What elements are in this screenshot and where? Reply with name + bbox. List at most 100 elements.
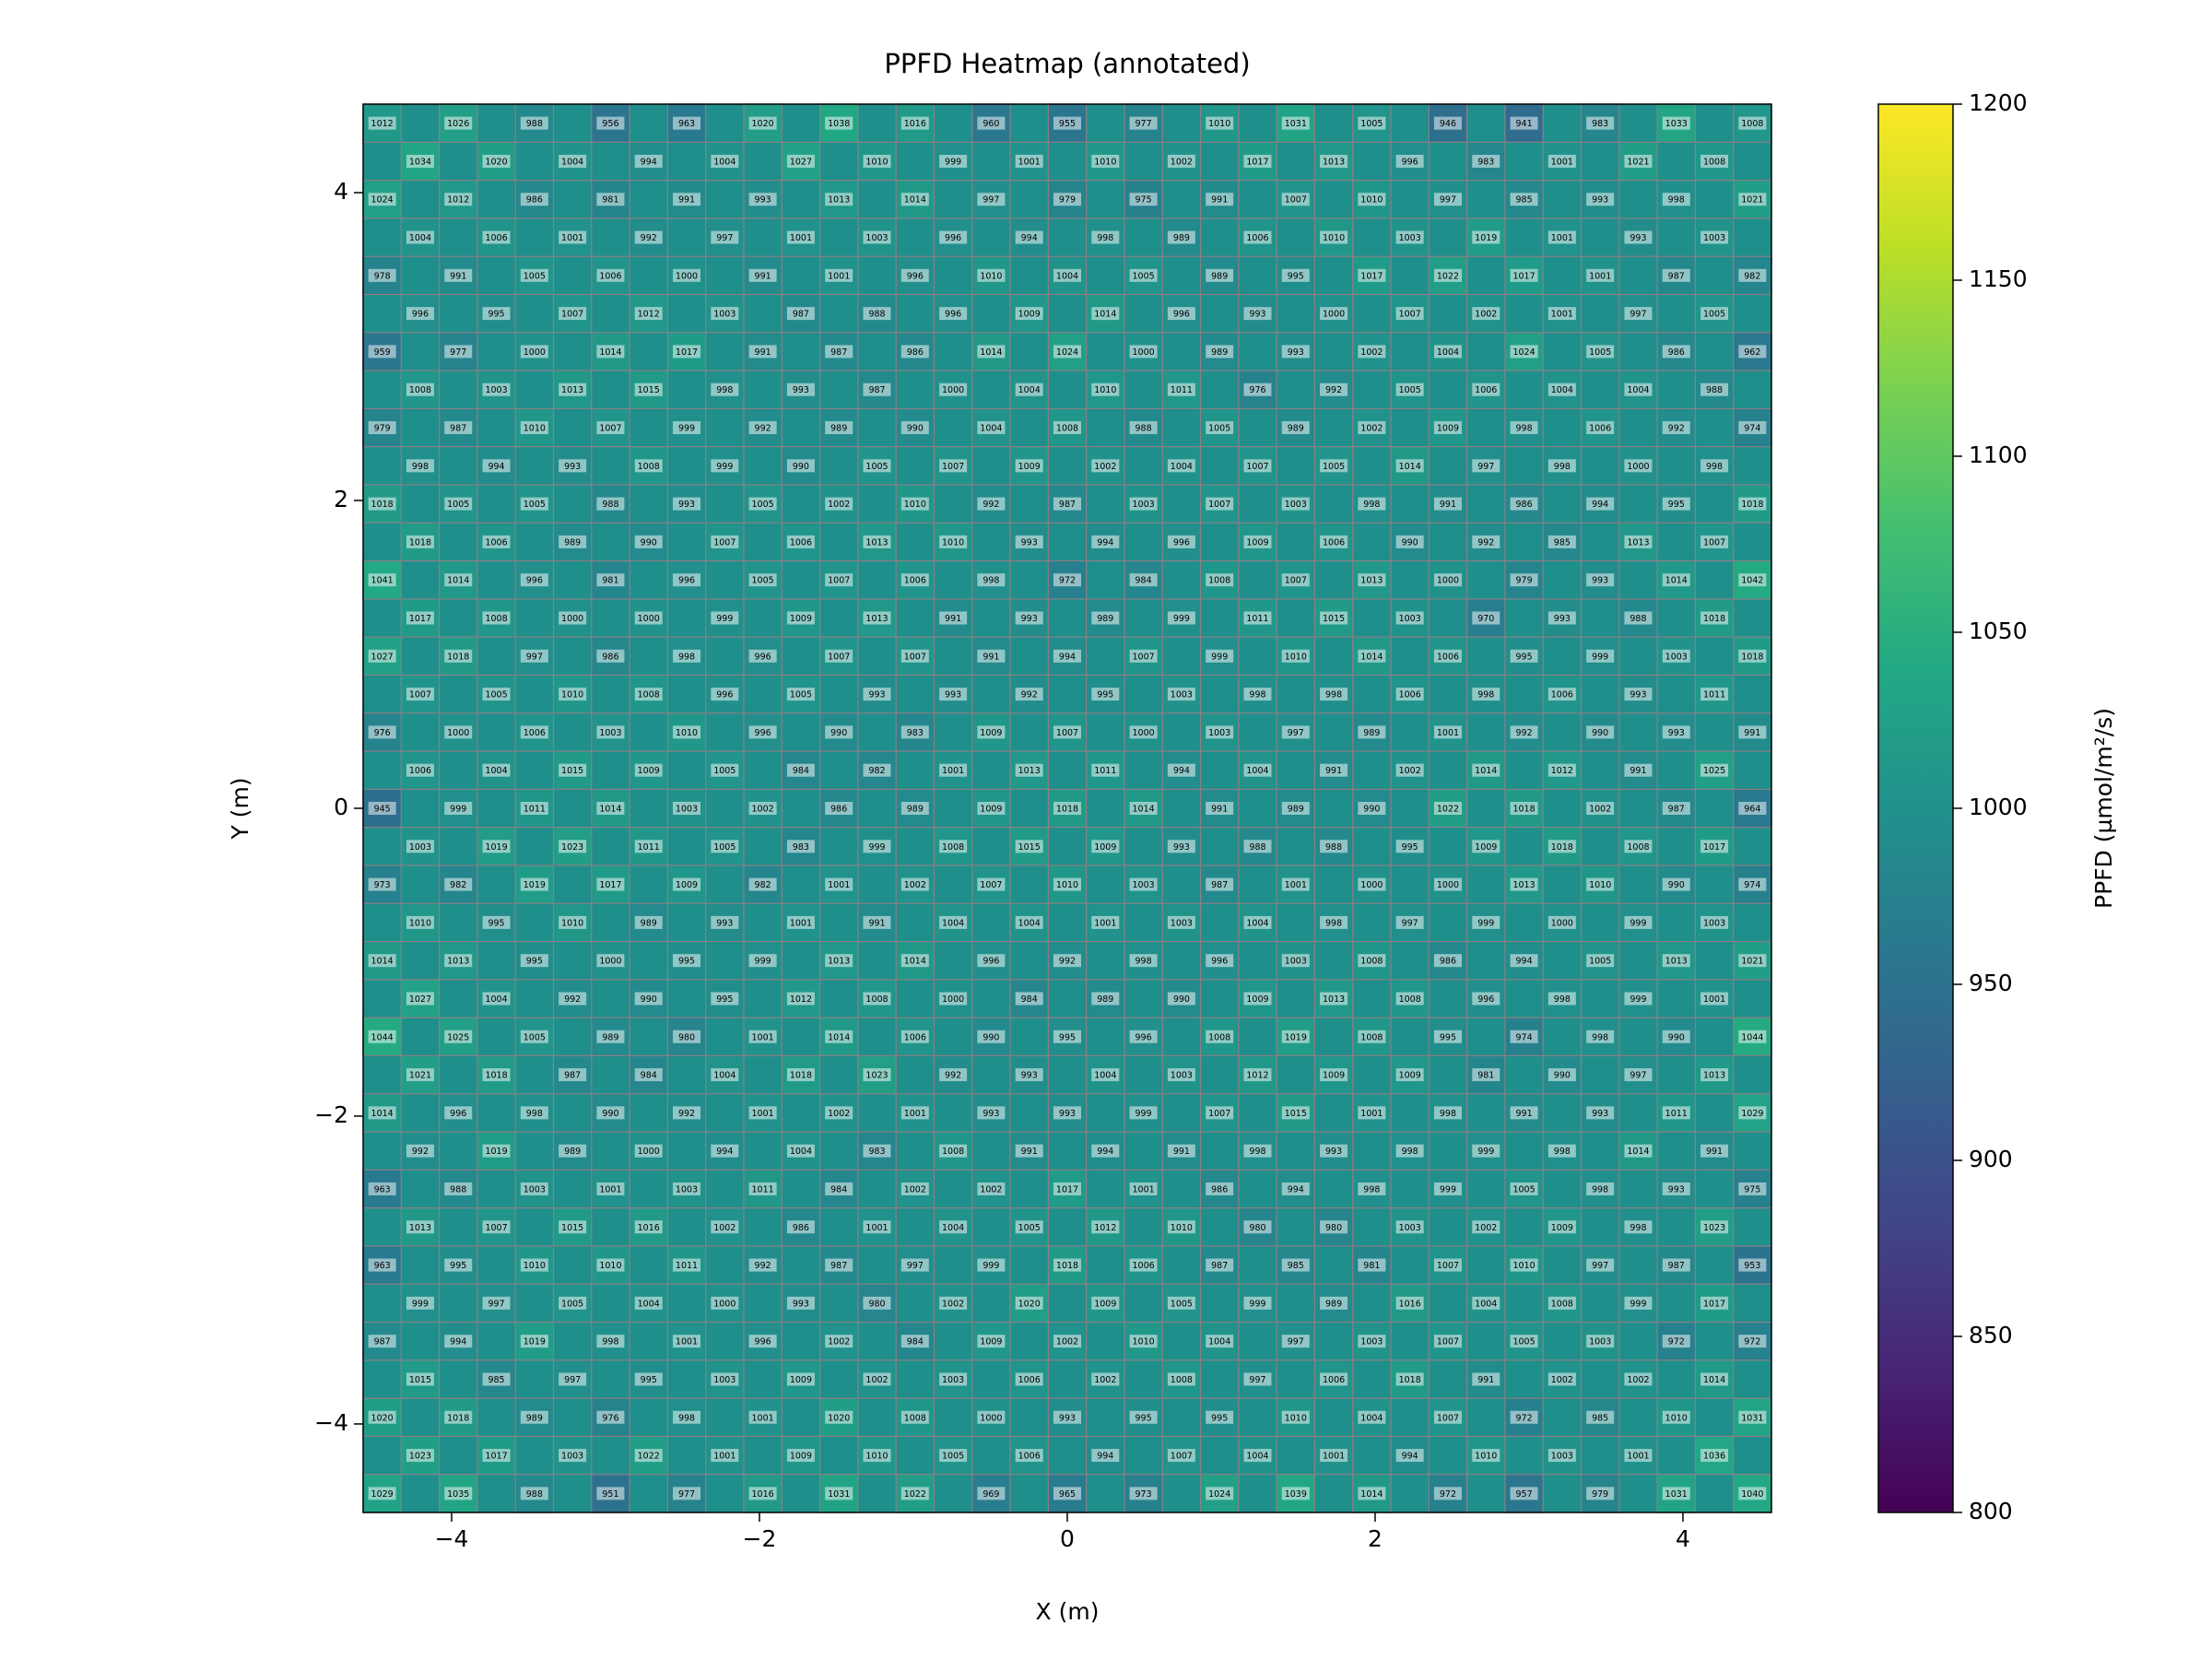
cell-label: 993 — [1592, 195, 1608, 206]
cell-label: 959 — [374, 347, 391, 358]
cell-label: 998 — [1554, 462, 1571, 472]
cell-label: 998 — [678, 1413, 695, 1423]
cell-label: 1002 — [1056, 1337, 1078, 1347]
cell-label: 1004 — [980, 424, 1002, 434]
cell-label-box — [1167, 307, 1195, 321]
cell-label-box — [1624, 763, 1653, 777]
cell-label-box — [825, 116, 853, 130]
cell-label: 979 — [1515, 576, 1532, 586]
cell-label-box — [939, 535, 968, 548]
cell-label: 1002 — [1094, 462, 1116, 472]
y-axis-label: Y (m) — [227, 777, 253, 840]
cell-label-box — [634, 382, 663, 396]
cell-label: 1002 — [1360, 424, 1382, 434]
cell-label-box — [900, 573, 929, 587]
cell-label-box — [406, 763, 434, 777]
cell-label: 998 — [716, 385, 733, 395]
cell-label-box — [1433, 268, 1462, 282]
cell-label: 987 — [374, 1337, 391, 1347]
cell-label: 1012 — [1551, 766, 1573, 776]
cell-label: 997 — [1402, 918, 1418, 928]
cell-label: 1004 — [1360, 1413, 1382, 1423]
cell-label-box — [1206, 649, 1234, 663]
cell-label-box — [863, 230, 891, 244]
cell-label-box — [1206, 725, 1234, 739]
cell-label: 1005 — [1512, 1337, 1535, 1347]
cell-label: 1005 — [1323, 462, 1345, 472]
cell-label: 993 — [1288, 347, 1304, 358]
colorbar-label: PPFD (µmol/m²/s) — [2090, 708, 2117, 909]
cell-label: 999 — [1630, 994, 1646, 1005]
cell-label: 1010 — [1056, 880, 1078, 890]
cell-label-box — [1129, 573, 1158, 587]
cell-label: 1001 — [828, 880, 850, 890]
cell-label: 974 — [1744, 880, 1760, 890]
cell-label-box — [1206, 345, 1234, 359]
cell-label: 1010 — [865, 1452, 888, 1462]
cell-label-box — [1015, 230, 1043, 244]
cell-label: 1014 — [904, 195, 926, 206]
cell-label-box — [1510, 421, 1538, 435]
cell-label: 998 — [1325, 918, 1342, 928]
cell-label-box — [1091, 154, 1120, 168]
cell-label-box — [1358, 116, 1386, 130]
cell-label: 1024 — [1208, 1489, 1230, 1500]
cell-label: 997 — [1630, 1071, 1646, 1081]
cell-label-box — [673, 725, 701, 739]
cell-label: 1014 — [371, 1109, 394, 1119]
cell-label-box — [748, 193, 777, 206]
cell-label-box — [1700, 611, 1729, 625]
cell-label: 999 — [412, 1299, 429, 1309]
cell-label-box — [368, 268, 396, 282]
cell-label-box — [1700, 459, 1729, 473]
cell-label: 972 — [1744, 1337, 1760, 1347]
cell-label: 1003 — [561, 1452, 583, 1462]
cell-label: 1031 — [1741, 1413, 1763, 1423]
cell-label-box — [939, 688, 968, 701]
cell-label: 1009 — [1094, 1299, 1116, 1309]
cell-label: 981 — [602, 576, 618, 586]
cell-label: 993 — [755, 195, 771, 206]
cell-label-box — [482, 382, 511, 396]
cell-label: 1001 — [752, 1413, 774, 1423]
cell-label-box — [1586, 116, 1615, 130]
cell-label: 1008 — [638, 690, 660, 700]
cell-label: 1003 — [1171, 1071, 1193, 1081]
cell-label: 1008 — [638, 462, 660, 472]
cell-label: 1001 — [1018, 157, 1041, 167]
cell-label-box — [596, 497, 625, 511]
cell-label: 1000 — [980, 1413, 1002, 1423]
cell-label-box — [1358, 268, 1386, 282]
cell-label: 1007 — [1285, 576, 1307, 586]
cell-label: 989 — [1325, 1299, 1342, 1309]
cell-label: 992 — [1668, 424, 1685, 434]
cell-label-box — [1738, 802, 1767, 815]
cell-label-box — [1243, 459, 1272, 473]
cell-label-box — [1091, 230, 1120, 244]
cell-label: 1011 — [1703, 690, 1725, 700]
cell-label: 1019 — [524, 1337, 546, 1347]
cell-label-box — [825, 649, 853, 663]
cell-label: 1003 — [1133, 500, 1155, 510]
cell-label-box — [520, 649, 548, 663]
cell-label: 984 — [1135, 576, 1152, 586]
cell-label: 1005 — [524, 500, 546, 510]
cell-label-box — [786, 611, 815, 625]
x-axis-label: X (m) — [1036, 1598, 1100, 1625]
cell-label: 997 — [526, 652, 543, 662]
cell-label: 963 — [678, 119, 695, 129]
cell-label: 1004 — [409, 233, 431, 243]
cell-label: 1039 — [1285, 1489, 1307, 1500]
cell-label: 1000 — [1360, 880, 1382, 890]
cell-label: 1007 — [980, 880, 1002, 890]
cell-label: 1018 — [371, 500, 394, 510]
cell-label: 1023 — [409, 1452, 431, 1462]
cell-label: 1008 — [1627, 842, 1649, 853]
cell-label-box — [1129, 725, 1158, 739]
cell-label-box — [748, 573, 777, 587]
cell-label: 1003 — [1399, 233, 1421, 243]
cell-label: 1014 — [1094, 310, 1116, 320]
cell-label-box — [1015, 382, 1043, 396]
cell-label-box — [559, 382, 587, 396]
